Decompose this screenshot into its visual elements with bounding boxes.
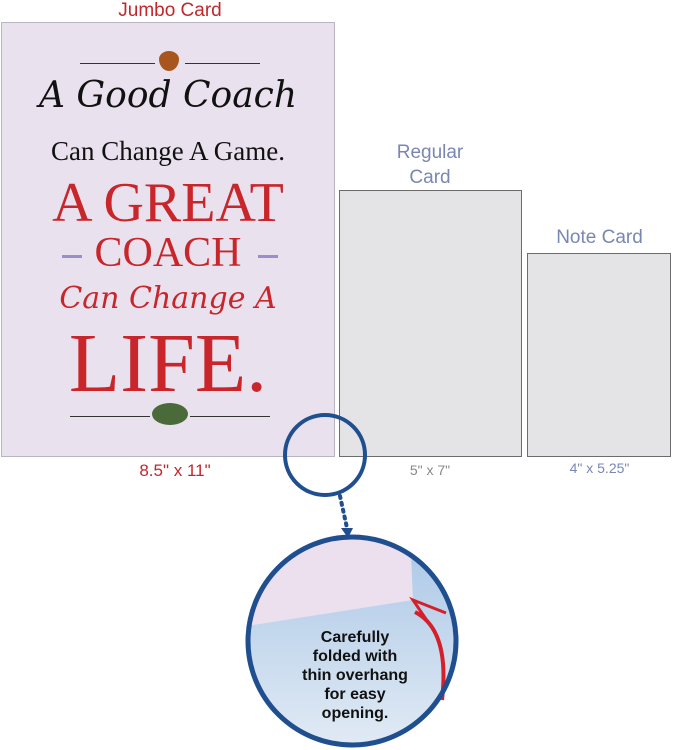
- callout-line: opening.: [321, 705, 389, 722]
- callout-line: thin overhang: [302, 667, 408, 684]
- note-card: [527, 253, 671, 457]
- jumbo-card: A Good Coach Can Change A Game. A GREAT …: [1, 22, 335, 457]
- note-card-label: Note Card: [556, 227, 643, 248]
- regular-card-label: Regular Card: [340, 140, 520, 190]
- note-size: 4" x 5.25": [569, 460, 630, 476]
- card-line-5: Can Change A: [59, 281, 277, 316]
- regular-size: 5" x 7": [409, 462, 451, 478]
- card-line-1: A Good Coach: [38, 75, 298, 116]
- callout-line: for easy: [324, 686, 386, 703]
- card-line-3: A GREAT: [52, 172, 284, 234]
- regular-label-line1: Regular: [396, 142, 464, 163]
- regular-card: [339, 190, 522, 457]
- arrow-head-icon: [341, 528, 353, 538]
- callout-line: folded with: [312, 648, 398, 665]
- divider-left-bottom: [70, 416, 150, 417]
- card-line-2: Can Change A Game.: [51, 136, 285, 166]
- jumbo-size: 8.5" x 11": [139, 461, 211, 480]
- divider-right-bottom: [190, 416, 270, 417]
- tree-icon: [152, 403, 188, 425]
- large-zoom-circle: [245, 534, 459, 748]
- acorn-icon: [159, 51, 179, 71]
- card-line-6: LIFE.: [68, 317, 268, 410]
- regular-label-line2: Card: [409, 167, 451, 188]
- burst-left-icon: [62, 255, 82, 258]
- small-zoom-circle: [283, 413, 367, 497]
- dotted-arrow: [338, 494, 349, 530]
- divider-left: [80, 63, 155, 64]
- callout-line: Carefully: [320, 629, 390, 646]
- callout-text: Carefully folded with thin overhang for …: [295, 628, 415, 723]
- jumbo-card-label: Jumbo Card: [118, 0, 222, 21]
- burst-right-icon: [258, 255, 278, 258]
- card-line-4: COACH: [94, 230, 242, 276]
- divider-right: [185, 63, 260, 64]
